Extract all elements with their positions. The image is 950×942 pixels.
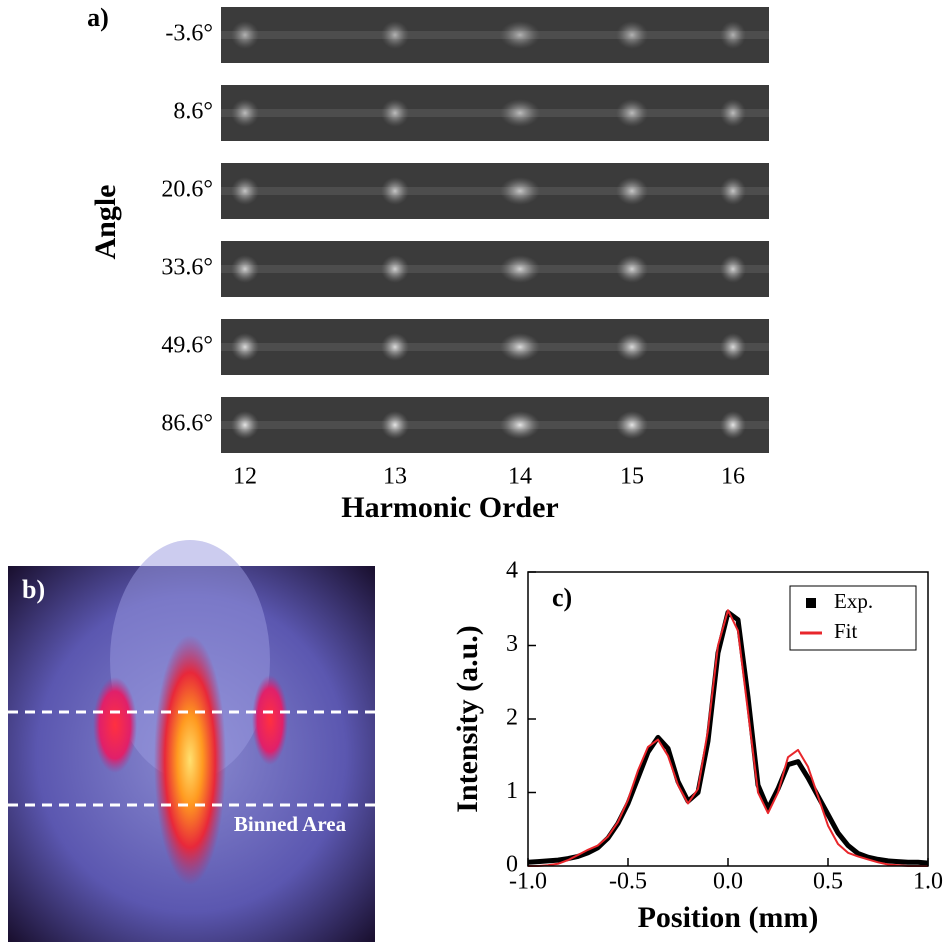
harmonic-spot <box>381 177 409 205</box>
harmonic-spot <box>381 21 409 49</box>
angle-label: 86.6° <box>161 411 213 437</box>
harmonic-label: 12 <box>233 464 257 490</box>
y-tick-label: 1 <box>506 778 518 804</box>
side-lobe <box>252 675 288 765</box>
harmonic-spot <box>500 21 540 49</box>
harmonic-spot <box>720 177 746 205</box>
harmonic-spot <box>231 21 259 49</box>
harmonic-spot <box>231 255 259 283</box>
strip-band <box>221 31 769 39</box>
harmonic-spot <box>616 255 648 283</box>
harmonic-label: 16 <box>721 464 745 490</box>
x-tick-label: 0.0 <box>713 869 743 895</box>
strip-band <box>221 265 769 273</box>
harmonic-spot <box>381 411 409 439</box>
harmonic-spot <box>231 411 259 439</box>
x-tick-label: -0.5 <box>609 869 647 895</box>
angle-label: 20.6° <box>161 177 213 203</box>
side-lobe <box>93 677 137 773</box>
harmonic-spot <box>231 333 259 361</box>
strip-band <box>221 343 769 351</box>
panel-label: c) <box>552 583 572 612</box>
legend-label: Exp. <box>834 589 873 613</box>
harmonic-spot <box>381 255 409 283</box>
strip-band <box>221 421 769 429</box>
panel-a: a) Angle Harmonic Order -3.6° 8.6° 20.6° 33… <box>87 3 769 524</box>
y-tick-label: 2 <box>506 705 518 731</box>
harmonic-spot <box>381 333 409 361</box>
angle-label: 33.6° <box>161 255 213 281</box>
harmonic-spot <box>720 411 746 439</box>
x-tick-label: 0.5 <box>813 869 843 895</box>
harmonic-spot <box>500 99 540 127</box>
angle-label: 49.6° <box>161 333 213 359</box>
harmonic-label: 13 <box>383 464 407 490</box>
legend-marker <box>806 598 816 608</box>
y-tick-label: 0 <box>506 852 518 878</box>
x-axis-label: Position (mm) <box>638 901 819 934</box>
harmonic-spot <box>231 177 259 205</box>
plot-frame <box>527 571 929 867</box>
y-axis-label: Angle <box>89 185 122 260</box>
harmonic-spot <box>616 333 648 361</box>
harmonic-label: 14 <box>508 464 532 490</box>
harmonic-spot <box>500 411 540 439</box>
harmonic-label: 15 <box>620 464 644 490</box>
y-axis-label: Intensity (a.u.) <box>451 625 484 813</box>
x-tick-label: -1.0 <box>509 869 547 895</box>
x-axis-label: Harmonic Order <box>341 491 558 524</box>
y-tick-label: 3 <box>506 631 518 657</box>
series-line <box>528 609 928 867</box>
harmonic-spot <box>500 177 540 205</box>
panel-c: c) Position (mm) Intensity (a.u.) -1.0 -0… <box>451 558 943 934</box>
x-tick-label: 1.0 <box>913 869 943 895</box>
harmonic-spot <box>500 333 540 361</box>
panel-label: a) <box>87 3 109 32</box>
harmonic-spot <box>616 177 648 205</box>
legend-box <box>789 585 917 651</box>
harmonic-spot <box>720 333 746 361</box>
harmonic-spot <box>500 255 540 283</box>
harmonic-spot <box>720 21 746 49</box>
harmonic-spot <box>616 21 648 49</box>
harmonic-spot <box>616 411 648 439</box>
strip-band <box>221 109 769 117</box>
panel-b: b) Binned Area <box>8 540 375 942</box>
strip-band <box>221 187 769 195</box>
angle-label: -3.6° <box>165 21 213 47</box>
harmonic-spot <box>381 99 409 127</box>
central-lobe <box>154 635 226 885</box>
harmonic-spot <box>231 99 259 127</box>
panel-label: b) <box>22 575 45 604</box>
annotation: Binned Area <box>234 812 347 836</box>
legend-label: Fit <box>834 619 858 643</box>
harmonic-spot <box>720 255 746 283</box>
harmonic-spot <box>616 99 648 127</box>
harmonic-spot <box>720 99 746 127</box>
angle-label: 8.6° <box>173 99 213 125</box>
y-tick-label: 4 <box>506 558 518 584</box>
